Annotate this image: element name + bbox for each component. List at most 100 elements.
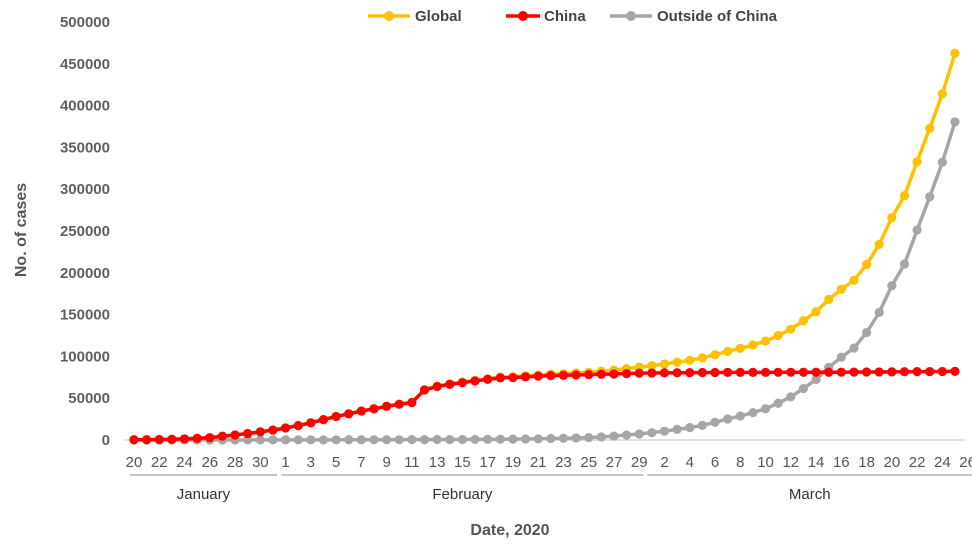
x-tick-label: 7: [357, 454, 365, 471]
data-point: [508, 372, 518, 383]
y-tick-label: 350000: [60, 139, 110, 156]
x-tick-label: 30: [252, 454, 269, 471]
data-point: [874, 307, 884, 317]
data-point: [344, 435, 354, 445]
data-point: [483, 374, 493, 384]
x-tick-label: 22: [151, 454, 168, 471]
legend-swatch-marker: [384, 11, 394, 21]
y-tick-label: 150000: [60, 307, 110, 324]
x-tick-label: 19: [505, 454, 522, 471]
data-point: [760, 336, 771, 346]
x-axis: 20 22 24 26 28 30 1 3 5 7 9 11 13 15 17 19 21 23 25 27 29 2 4 6…: [124, 439, 972, 503]
data-point: [243, 435, 253, 445]
data-point: [533, 371, 543, 381]
data-point: [419, 435, 430, 445]
data-point: [243, 428, 253, 439]
data-point: [584, 370, 594, 380]
x-tick-label: 26: [201, 454, 218, 471]
data-point: [596, 369, 606, 379]
data-point: [268, 425, 278, 435]
x-tick-label: 3: [307, 454, 315, 471]
series-global: [129, 48, 960, 445]
data-point: [483, 434, 493, 444]
data-point: [306, 435, 316, 445]
data-point: [331, 411, 341, 422]
legend-item: Global: [368, 8, 462, 25]
data-point: [760, 404, 771, 414]
data-point: [723, 346, 733, 356]
data-point: [293, 420, 303, 431]
data-point: [495, 434, 505, 444]
y-tick-label: 500000: [60, 14, 110, 31]
data-point: [874, 239, 884, 249]
data-point: [407, 435, 417, 445]
data-point: [596, 432, 606, 442]
data-point: [394, 435, 404, 445]
series-line: [134, 121, 957, 442]
data-point: [899, 259, 910, 269]
data-point: [760, 367, 771, 377]
data-point: [457, 378, 467, 388]
chart-legend: Global China Outside of China: [368, 8, 778, 25]
data-point: [950, 48, 960, 58]
data-point: [356, 406, 366, 416]
data-point: [622, 369, 632, 379]
data-point: [205, 433, 215, 443]
data-point: [331, 435, 341, 445]
data-point: [318, 415, 329, 425]
y-tick-label: 300000: [60, 181, 110, 198]
data-point: [811, 374, 821, 385]
data-point: [836, 367, 846, 377]
data-point: [609, 431, 619, 441]
data-point: [697, 367, 707, 378]
data-point: [495, 373, 505, 383]
data-point: [723, 367, 733, 378]
data-point: [470, 376, 480, 386]
data-point: [786, 367, 796, 377]
series-outside-of-china: [129, 117, 960, 445]
data-point: [824, 294, 834, 305]
legend-swatch-marker: [626, 11, 636, 21]
data-point: [735, 411, 745, 421]
data-point: [280, 423, 291, 433]
x-tick-label: 28: [227, 454, 244, 471]
data-point: [217, 431, 228, 441]
legend-item: China: [506, 8, 586, 25]
legend-label: Global: [415, 8, 462, 25]
legend-item: Outside of China: [610, 8, 778, 25]
data-point: [798, 383, 809, 394]
x-tick-label: 23: [555, 454, 572, 471]
data-point: [306, 418, 316, 428]
data-point: [394, 399, 404, 409]
data-point: [659, 359, 670, 369]
x-tick-label: 26: [959, 454, 972, 471]
y-tick-label: 50000: [68, 390, 110, 407]
data-point: [735, 343, 745, 353]
data-point: [129, 435, 139, 445]
data-point: [912, 367, 922, 377]
x-tick-label: 5: [332, 454, 340, 471]
data-point: [647, 368, 657, 378]
data-point: [419, 385, 430, 395]
x-tick-label: 8: [736, 454, 744, 471]
data-point: [925, 192, 935, 202]
data-point: [533, 434, 543, 444]
data-point: [356, 435, 366, 445]
data-point: [748, 340, 758, 350]
data-point: [925, 366, 935, 377]
data-point: [937, 89, 947, 99]
data-point: [546, 370, 556, 381]
month-label: January: [177, 486, 231, 503]
data-point: [887, 367, 897, 377]
data-point: [811, 307, 821, 317]
data-point: [192, 433, 202, 443]
x-tick-label: 29: [631, 454, 648, 471]
data-point: [773, 398, 783, 408]
data-point: [798, 316, 809, 326]
data-point: [634, 368, 644, 378]
data-point: [735, 367, 745, 377]
data-point: [748, 407, 758, 418]
data-point: [710, 417, 720, 427]
data-point: [685, 355, 695, 365]
